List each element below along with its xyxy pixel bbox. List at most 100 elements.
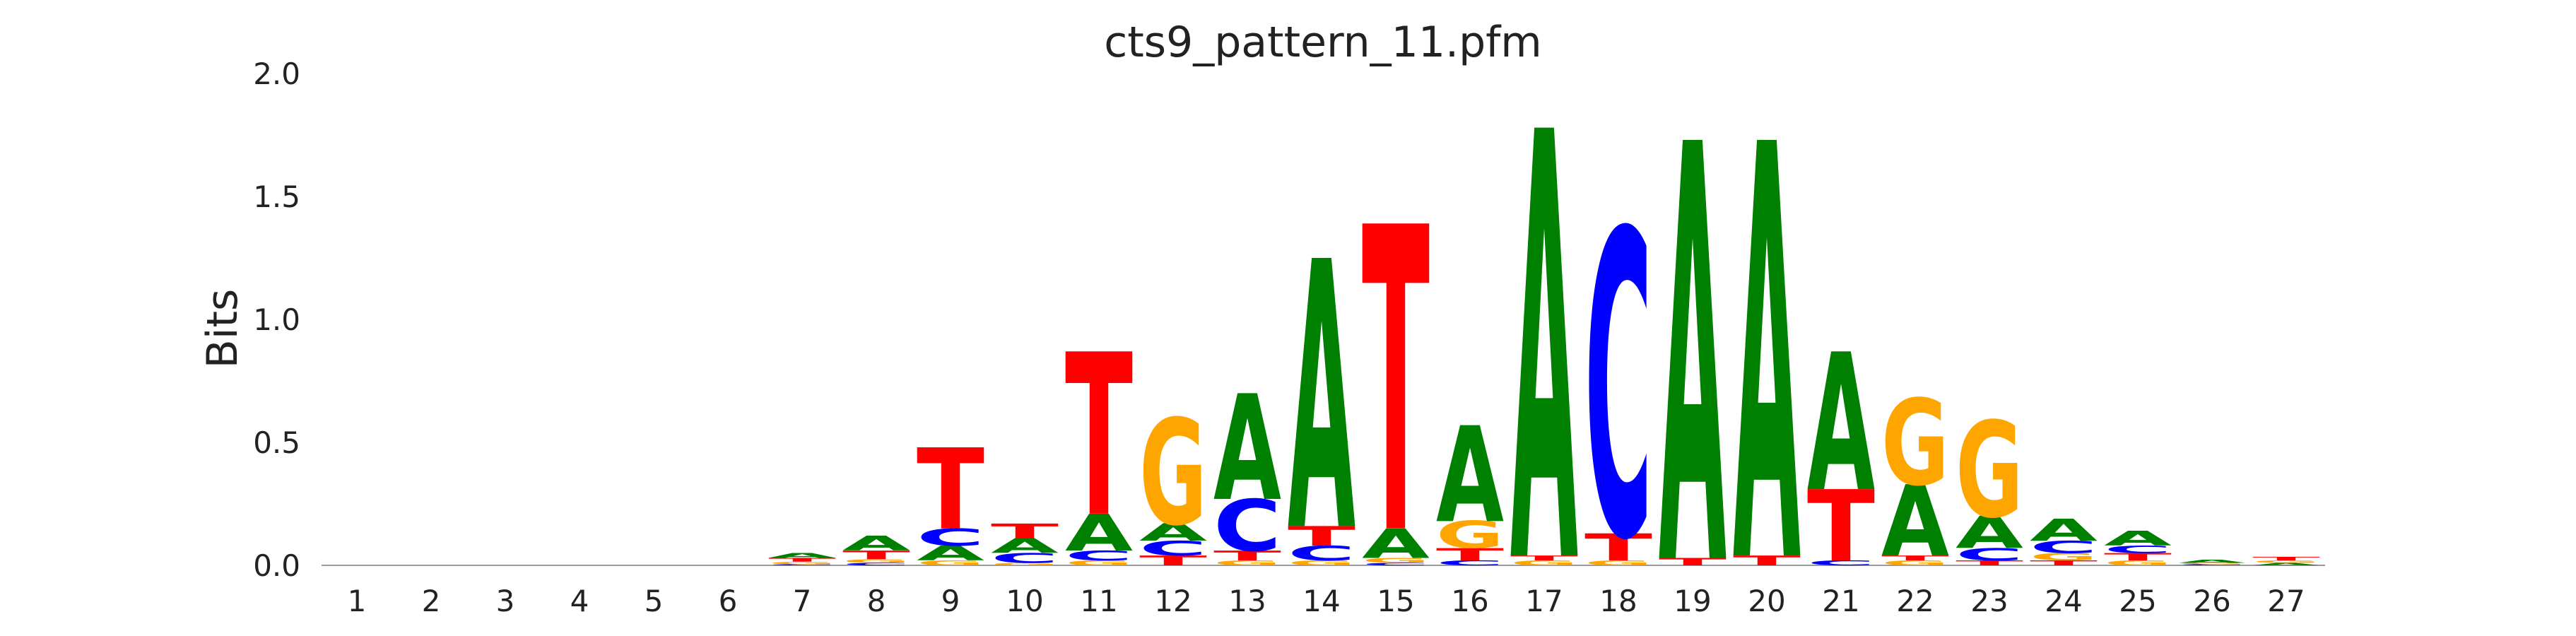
x-tick-label: 19 [1674,584,1711,618]
logo-letter-G: G [1584,559,1652,567]
x-tick-label: 12 [1154,584,1192,618]
logo-letter-T: T [1288,521,1355,552]
logo-letter-G: G [1436,514,1504,558]
logo-letter-C: C [1362,563,1430,567]
x-tick-label: 5 [645,584,664,618]
logo-letter-T: T [2030,559,2098,567]
logo-letter-C: C [1436,559,1504,567]
logo-letter-T: T [2104,551,2172,563]
logo-letter-A: A [991,534,1059,558]
logo-letter-A: A [1733,27,1801,636]
y-tick-label: 0.0 [253,548,300,583]
logo-column-21: CTA [1807,315,1875,584]
logo-letter-C: C [2178,564,2246,566]
logo-letter-A: A [842,532,910,555]
x-tick-label: 3 [496,584,515,618]
x-tick-label: 7 [793,584,812,618]
logo-letter-A: A [1065,504,1133,563]
logo-column-17: GTA [1510,12,1579,636]
logo-letter-G: G [1213,559,1281,567]
logo-letter-G: G [1065,559,1133,567]
logo-letter-C: C [842,563,910,567]
logo-letter-A: A [1139,519,1207,547]
logo-letter-T: T [1659,556,1727,568]
logo-letter-T: T [842,548,910,563]
logo-letter-T: T [1436,545,1504,565]
logo-letter-G: G [1139,390,1207,558]
logo-letter-A: A [1510,12,1579,636]
logo-letter-T: T [1362,141,1430,628]
logo-letter-A: A [2030,512,2098,548]
logo-letter-A: A [2104,527,2172,550]
x-tick-label: 23 [1970,584,2008,618]
logo-letter-A: A [1213,365,1281,533]
logo-letter-C: C [1288,542,1355,565]
x-tick-label: 2 [422,584,441,618]
x-axis-ticks: 1 2 3 4 5 6 7 8 9 10 11 12 13 14 15 16 17 18 19 20 21 22 23 24 2… [348,584,2305,618]
x-tick-label: 10 [1006,584,1043,618]
logo-letter-G: G [991,563,1059,567]
logo-letter-G: G [842,558,910,564]
x-tick-label: 21 [1822,584,1859,618]
x-tick-label: 27 [2267,584,2305,618]
logo-letter-A: A [1362,520,1430,567]
logo-letter-G: G [2252,560,2320,564]
x-tick-label: 16 [1451,584,1488,618]
logo-letter-A: A [1659,25,1727,636]
x-tick-label: 26 [2193,584,2230,618]
logo-column-19: TA [1659,25,1727,636]
logo-letter-T: T [1807,469,1875,584]
logo-letter-C: C [991,550,1059,566]
x-tick-label: 24 [2045,584,2082,618]
logo-column-20: TA [1733,27,1801,636]
y-tick-label: 2.0 [253,57,300,91]
logo-letter-T: T [2252,556,2320,562]
x-tick-label: 22 [1896,584,1934,618]
logo-letter-C: C [1807,559,1875,567]
x-tick-label: 18 [1599,584,1637,618]
logo-letter-C: C [2030,538,2098,558]
x-tick-label: 4 [570,584,589,618]
x-tick-label: 1 [348,584,367,618]
logo-letter-T: T [1510,554,1578,562]
logo-letter-T: T [1065,307,1133,567]
logo-column-26: CGA [2178,559,2246,565]
logo-letter-T: T [1139,553,1207,568]
x-tick-label: 8 [867,584,886,618]
logo-letter-G: G [768,561,836,565]
logo-letter-G: G [2104,559,2172,567]
x-tick-label: 20 [1748,584,1785,618]
logo-letter-A: A [917,542,984,565]
x-tick-label: 15 [1377,584,1414,618]
logo-letter-C: C [1955,545,2023,565]
logo-letter-A: A [2252,563,2320,567]
logo-letter-A: A [768,552,836,560]
logo-letter-G: G [1510,559,1578,567]
logo-letter-T: T [1881,554,1949,562]
logo-letter-G: G [2030,551,2098,563]
y-tick-label: 1.0 [253,302,300,337]
y-tick-label: 0.5 [253,425,300,460]
logo-letter-T: T [1955,559,2023,567]
logo-letter-C: C [1584,146,1652,633]
logo-letter-G: G [2178,563,2246,565]
logo-letter-A: A [1288,186,1356,613]
logo-letter-C: C [768,564,836,566]
y-tick-label: 1.5 [253,179,300,214]
y-axis-label: Bits [198,289,247,369]
logo-letter-C: C [1065,548,1133,563]
logo-letter-C: C [2104,543,2172,555]
